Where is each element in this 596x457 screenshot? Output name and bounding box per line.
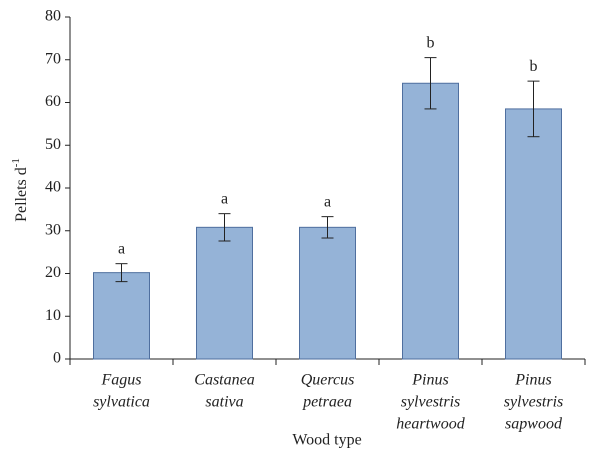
bar <box>505 108 562 360</box>
x-tick-label: heartwood <box>396 416 465 433</box>
x-tick-label: sylvestris <box>401 394 461 411</box>
x-axis-label: Wood type <box>292 432 361 449</box>
annotation: a <box>221 190 228 207</box>
y-axis-label-sup: -1 <box>10 158 22 167</box>
y-tick-label: 80 <box>45 8 61 25</box>
annotation: a <box>324 193 331 210</box>
y-tick-label: 20 <box>45 264 61 281</box>
bar <box>196 226 253 360</box>
y-axis-label: Pellets d-1 <box>10 158 30 222</box>
y-tick-label: 10 <box>45 307 61 324</box>
y-tick-label: 60 <box>45 93 61 110</box>
x-tick-label: Fagus <box>101 372 142 389</box>
y-tick-label: 50 <box>45 136 61 153</box>
x-tick-label: Quercus <box>301 372 355 389</box>
bar <box>299 226 356 360</box>
y-tick-label: 30 <box>45 221 61 238</box>
x-tick-label: petraea <box>302 394 352 411</box>
x-tick-label: sylvatica <box>93 394 150 411</box>
y-tick-label: 0 <box>53 350 61 367</box>
bar <box>402 82 459 360</box>
annotation: b <box>530 58 538 75</box>
x-tick-label: Pinus <box>411 372 448 389</box>
x-tick-label: sapwood <box>505 416 563 433</box>
x-tick-label: Pinus <box>514 372 551 389</box>
bar <box>93 272 150 360</box>
y-axis-label-text: Pellets d <box>13 167 30 222</box>
x-tick-label: sylvestris <box>504 394 564 411</box>
y-tick-label: 40 <box>45 179 61 196</box>
annotation: b <box>427 34 435 51</box>
y-tick-label: 70 <box>45 50 61 67</box>
annotation: a <box>118 240 125 257</box>
x-tick-label: sativa <box>205 394 243 411</box>
x-tick-label: Castanea <box>194 372 254 389</box>
